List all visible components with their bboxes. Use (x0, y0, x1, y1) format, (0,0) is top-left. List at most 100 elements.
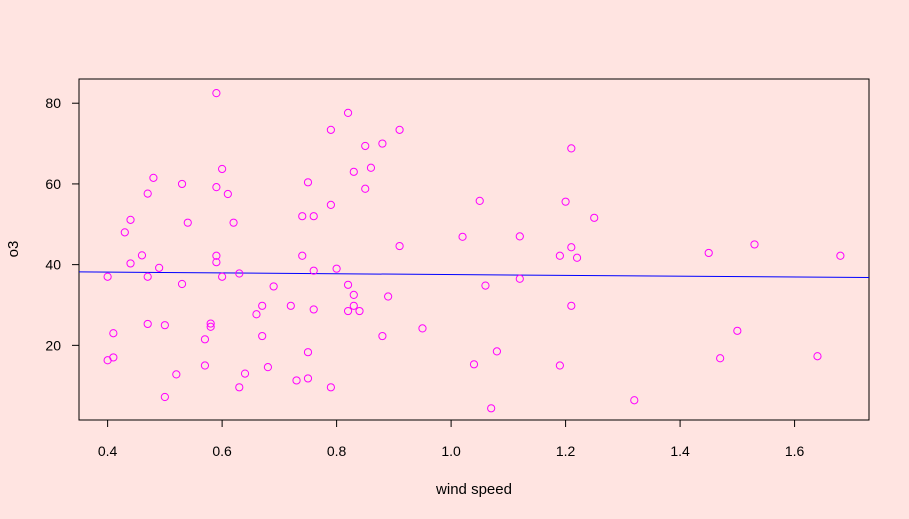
scatter-point (206, 319, 215, 328)
scatter-point (200, 335, 210, 344)
scatter-point (515, 274, 524, 283)
x-tick-label: 0.8 (327, 443, 347, 459)
scatter-point (212, 183, 221, 192)
scatter-point (395, 241, 404, 251)
scatter-point (212, 251, 221, 260)
scatter-point (750, 240, 759, 249)
scatter-point (716, 354, 725, 363)
scatter-point (223, 189, 232, 199)
data-points (103, 89, 845, 413)
scatter-point (378, 139, 387, 148)
scatter-point (515, 232, 524, 241)
scatter-point (309, 266, 318, 275)
scatter-point (206, 322, 215, 331)
scatter-point (458, 232, 467, 241)
scatter-point (143, 272, 152, 281)
scatter-point (326, 200, 335, 210)
scatter-point (218, 164, 227, 174)
scatter-point (126, 259, 135, 268)
y-tick-label: 80 (45, 95, 61, 111)
scatter-point (366, 163, 376, 172)
scatter-point (469, 360, 479, 369)
scatter-point (567, 243, 576, 252)
y-axis: 20 40 60 80 (45, 95, 80, 353)
scatter-point (309, 305, 318, 314)
scatter-point (326, 125, 335, 134)
scatter-point (177, 279, 187, 289)
scatter-point (263, 363, 273, 372)
x-tick-label: 1.6 (785, 443, 805, 459)
scatter-point (349, 301, 358, 310)
scatter-point (567, 301, 576, 310)
x-tick-label: 1.0 (441, 443, 461, 459)
scatter-point (349, 290, 358, 299)
scatter-point (160, 321, 169, 330)
scatter-point (361, 141, 370, 151)
x-tick-label: 0.6 (212, 443, 232, 459)
x-tick-label: 1.2 (556, 443, 576, 459)
scatter-point (252, 310, 261, 319)
scatter-point (572, 253, 582, 262)
x-tick-label: 1.4 (670, 443, 690, 459)
scatter-point (218, 272, 227, 281)
scatter-point (378, 331, 387, 341)
scatter-point (733, 326, 742, 335)
fit-line-group (78, 271, 870, 279)
scatter-point (120, 228, 129, 237)
scatter-point (309, 212, 318, 221)
scatter-point (286, 301, 295, 310)
regression-line (78, 271, 870, 279)
scatter-point (143, 319, 152, 329)
scatter-point (492, 347, 501, 356)
scatter-point (126, 215, 135, 224)
scatter-point (177, 179, 187, 189)
scatter-point (229, 218, 238, 227)
scatter-point (235, 269, 244, 278)
scatter-point (298, 212, 307, 221)
scatter-point (149, 173, 158, 182)
scatter-point (143, 189, 152, 198)
scatter-point (103, 272, 112, 281)
scatter-point (704, 248, 713, 258)
y-axis-title: o3 (5, 241, 22, 258)
scatter-point (836, 251, 845, 260)
plot-frame (78, 78, 870, 421)
y-tick-label: 60 (45, 176, 61, 192)
scatter-point (303, 348, 313, 357)
x-axis: 0.4 0.6 0.8 1.0 1.2 1.4 1.6 (98, 419, 805, 459)
scatter-point (326, 383, 335, 392)
scatter-point (555, 361, 564, 370)
scatter-point (258, 331, 267, 341)
scatter-point (109, 353, 118, 362)
scatter-point (109, 329, 118, 338)
scatter-point (418, 324, 427, 333)
scatter-point (384, 292, 393, 301)
scatter-point (343, 108, 353, 117)
scatter-point (160, 392, 169, 402)
scatter-point (137, 251, 147, 260)
scatter-point (298, 251, 307, 260)
scatter-point (240, 369, 250, 378)
scatter-point (567, 144, 576, 153)
scatter-point (349, 167, 358, 176)
y-tick-label: 40 (45, 257, 61, 273)
scatter-point (235, 383, 244, 392)
scatter-point (212, 89, 221, 98)
scatter-point (481, 281, 490, 290)
scatter-point (395, 125, 404, 134)
scatter-point (200, 361, 210, 370)
scatter-point (332, 264, 341, 273)
scatter-point (343, 306, 353, 316)
scatter-point (303, 374, 313, 383)
scatter-point (258, 301, 267, 310)
scatter-point (475, 196, 484, 205)
scatter-point (630, 396, 639, 405)
scatter-point (555, 251, 564, 260)
scatter-point (561, 197, 570, 206)
scatter-point (355, 306, 364, 316)
scatter-point (155, 263, 164, 272)
y-tick-label: 20 (45, 337, 61, 353)
x-axis-title: wind speed (435, 481, 512, 498)
scatter-point (183, 218, 192, 227)
